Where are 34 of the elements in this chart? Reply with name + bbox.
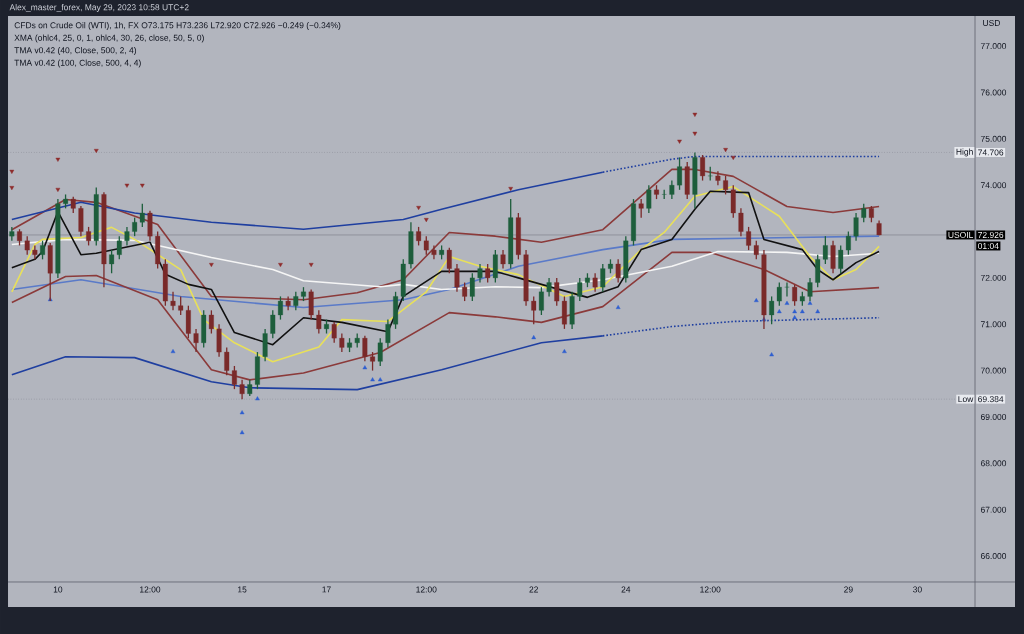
annotation: 72.926	[978, 231, 1004, 238]
y-tick-label: 76.000	[980, 89, 1007, 96]
x-tick-label: 17	[322, 586, 331, 593]
text: CFDs on Crude Oil (WTI), 1h, FX O73.175 H73.236 L72.920 C72.926 −0.249 (−0.34%)	[14, 22, 341, 30]
x-tick-label: 12:00	[416, 586, 437, 593]
y-tick-label: 70.000	[980, 367, 1007, 374]
annotation: XMA (ohlc4, 25, 0, 1, ohlc4, 30, 26, close, 50, 5, 0)	[14, 34, 204, 43]
x-tick-label: 12:00	[140, 586, 161, 593]
x-tick-label: 10	[53, 586, 63, 593]
y-tick-label: 66.000	[980, 553, 1007, 560]
y-tick-label: 72.000	[980, 274, 1007, 281]
x-tick-label: 24	[621, 586, 631, 593]
x-tick-label: 22	[529, 586, 538, 593]
y-tick-label: 68.000	[980, 460, 1007, 467]
x-tick-label: 29	[844, 586, 853, 593]
ref-line-label: High	[956, 148, 973, 157]
x-tick-label: 30	[913, 586, 922, 593]
y-tick-label: 77.000	[980, 43, 1007, 50]
y-tick-label: 67.000	[980, 506, 1007, 513]
x-tick-label: 12:00	[700, 586, 721, 593]
text: 01:04	[978, 242, 999, 249]
chart-title: Alex_master_forex, May 29, 2023 10:58 UTC+2	[9, 4, 189, 12]
annotation: TMA v0.42 (100, Close, 500, 4, 4)	[14, 59, 141, 68]
annotation: 74.706	[978, 149, 1004, 156]
y-tick-label: 74.000	[980, 182, 1007, 189]
y-tick-label: 75.000	[980, 135, 1007, 142]
ref-line-label: Low	[958, 396, 974, 403]
ref-line-label: USOIL	[948, 231, 974, 238]
y-axis-title: USD	[983, 20, 1000, 26]
annotation: 69.384	[978, 396, 1004, 403]
y-tick-label: 71.000	[980, 321, 1007, 328]
y-tick-label: 69.000	[980, 413, 1007, 420]
annotation: TMA v0.42 (40, Close, 500, 2, 4)	[14, 47, 137, 55]
x-tick-label: 15	[238, 586, 247, 593]
